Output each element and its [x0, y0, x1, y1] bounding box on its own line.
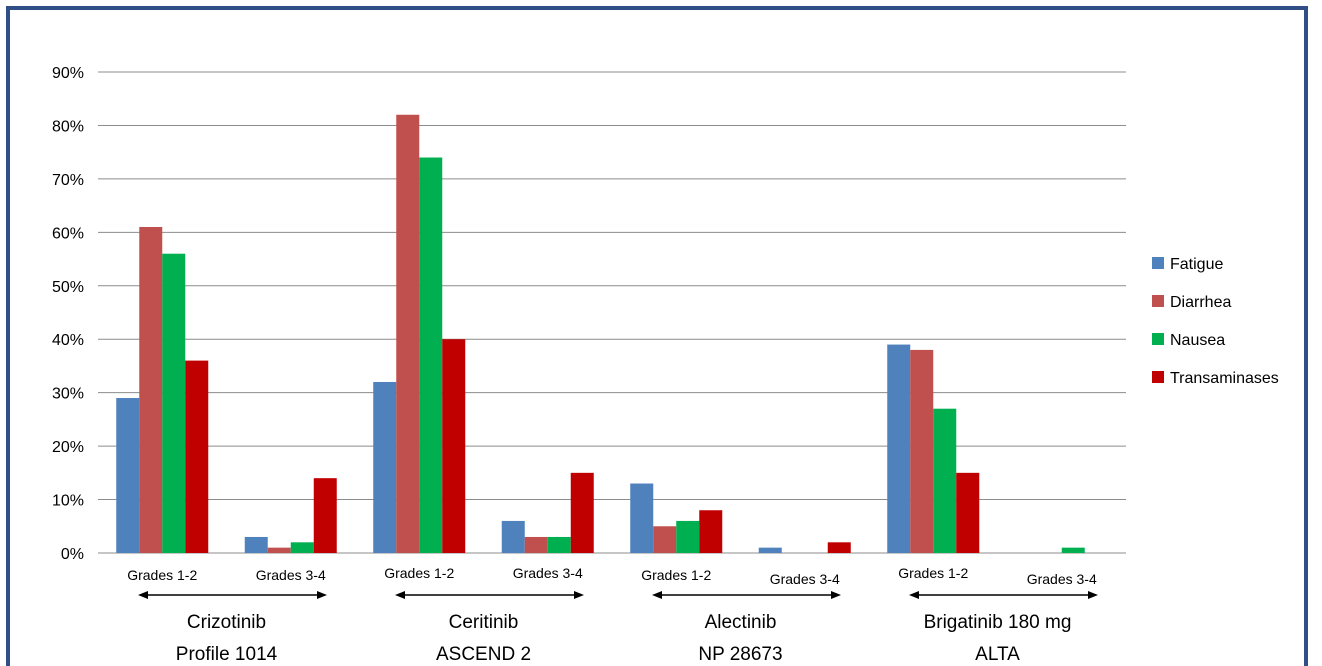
legend-label: Nausea	[1170, 332, 1225, 349]
bar-diarrhea	[524, 536, 548, 553]
arrow-right-head-icon	[1088, 591, 1098, 599]
group-label-line2: ALTA	[975, 644, 1020, 665]
y-tick-label: 10%	[52, 493, 84, 510]
y-tick-label: 20%	[52, 439, 84, 456]
bar-transaminases	[313, 478, 337, 553]
y-axis-tick-labels: 0% 10% 20% 30% 40% 50% 60% 70% 80% 90%	[52, 65, 84, 563]
category-label: Grades 1-2	[127, 567, 197, 583]
group-label-line1: Crizotinib	[187, 612, 266, 633]
bar-transaminases	[442, 339, 466, 553]
bar-fatigue	[501, 520, 525, 553]
y-tick-label: 70%	[52, 172, 84, 189]
group-label-line1: Alectinib	[705, 612, 777, 633]
y-tick-label: 60%	[52, 225, 84, 242]
bar-transaminases	[185, 360, 209, 553]
bar-nausea	[290, 542, 314, 553]
bar-fatigue	[116, 398, 140, 553]
bar-fatigue	[887, 344, 911, 553]
arrow-right-head-icon	[831, 591, 841, 599]
bar-transaminases	[827, 542, 851, 553]
category-label: Grades 3-4	[770, 571, 840, 587]
category-label: Grades 3-4	[513, 565, 583, 581]
group-label-line2: NP 28673	[698, 644, 782, 665]
category-labels: Grades 1-2 Grades 3-4 Grades 1-2 Grades 3-4…	[127, 565, 1097, 587]
group-labels: Crizotinib Profile 1014 Ceritinib ASCEND 2 A…	[138, 591, 1098, 665]
legend-swatch	[1152, 371, 1164, 383]
bars	[116, 114, 1085, 553]
legend-label: Transaminases	[1170, 370, 1279, 387]
bar-diarrhea	[139, 226, 163, 553]
y-tick-label: 80%	[52, 118, 84, 135]
group-label-line1: Ceritinib	[449, 612, 519, 633]
bar-nausea	[676, 520, 700, 553]
bar-nausea	[547, 536, 571, 553]
y-tick-label: 0%	[61, 546, 84, 563]
arrow-right-head-icon	[574, 591, 584, 599]
bar-transaminases	[956, 472, 980, 553]
bar-transaminases	[699, 510, 723, 553]
bar-fatigue	[630, 483, 654, 553]
group-label-line1: Brigatinib 180 mg	[924, 612, 1072, 633]
y-tick-label: 50%	[52, 279, 84, 296]
bar-nausea	[933, 408, 957, 553]
bar-diarrhea	[267, 547, 291, 553]
bar-fatigue	[758, 547, 782, 553]
arrow-left-head-icon	[395, 591, 405, 599]
legend-label: Diarrhea	[1170, 294, 1231, 311]
bar-diarrhea	[396, 114, 420, 553]
y-tick-label: 40%	[52, 332, 84, 349]
group-label-line2: Profile 1014	[176, 644, 278, 665]
legend-label: Fatigue	[1170, 256, 1223, 273]
legend-swatch	[1152, 295, 1164, 307]
arrow-left-head-icon	[138, 591, 148, 599]
chart-frame	[6, 6, 1308, 666]
category-label: Grades 3-4	[256, 567, 326, 583]
bar-fatigue	[244, 536, 268, 553]
y-tick-label: 30%	[52, 386, 84, 403]
bar-nausea	[419, 157, 443, 553]
y-tick-label: 90%	[52, 65, 84, 82]
legend-swatch	[1152, 333, 1164, 345]
bar-transaminases	[570, 472, 594, 553]
arrow-left-head-icon	[652, 591, 662, 599]
bar-diarrhea	[910, 349, 934, 553]
bar-nausea	[162, 253, 186, 553]
bar-diarrhea	[653, 526, 677, 553]
legend-swatch	[1152, 257, 1164, 269]
group-label-line2: ASCEND 2	[436, 644, 531, 665]
arrow-left-head-icon	[909, 591, 919, 599]
category-label: Grades 1-2	[641, 567, 711, 583]
category-label: Grades 3-4	[1027, 571, 1097, 587]
category-label: Grades 1-2	[384, 565, 454, 581]
legend: Fatigue Diarrhea Nausea Transaminases	[1152, 256, 1279, 387]
gridlines	[98, 71, 1126, 554]
category-label: Grades 1-2	[898, 565, 968, 581]
bar-fatigue	[373, 381, 397, 553]
arrow-right-head-icon	[317, 591, 327, 599]
bar-nausea	[1061, 547, 1085, 553]
